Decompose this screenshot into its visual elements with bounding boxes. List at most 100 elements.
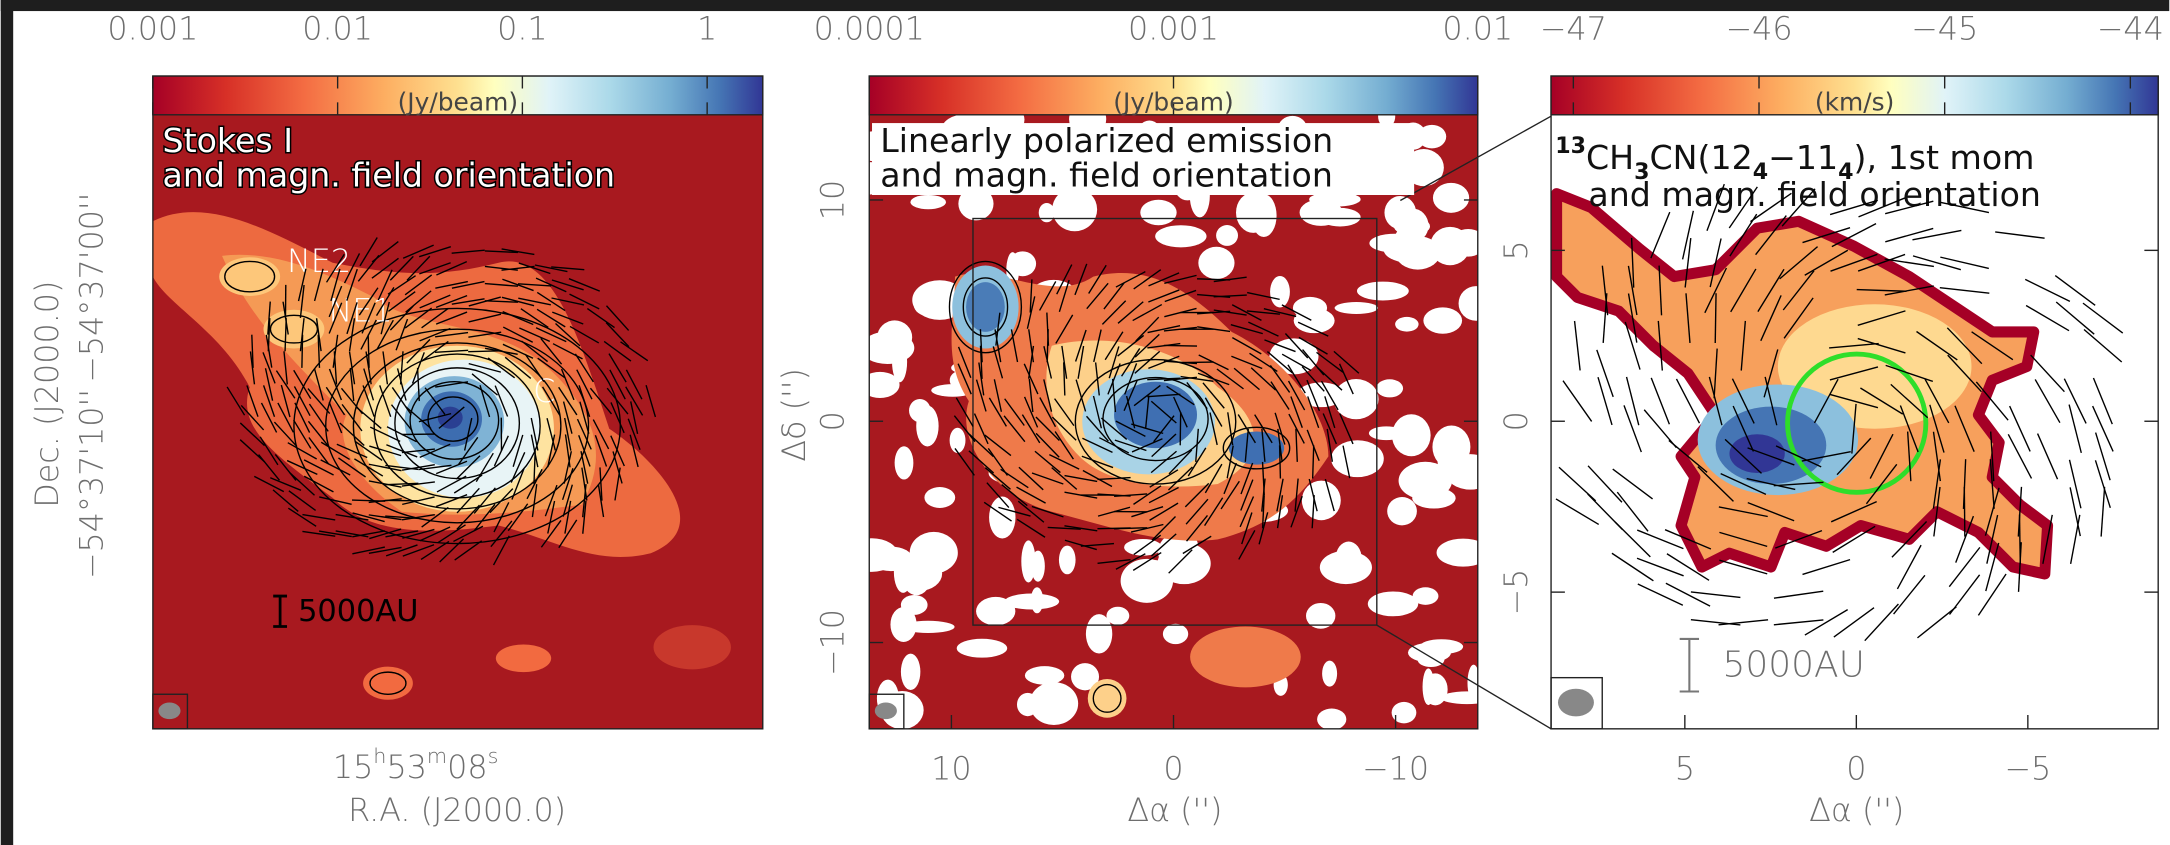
field-vector [1290,495,1303,528]
field-vector [534,264,568,273]
field-vector [1596,349,1614,398]
noise-patch [869,538,899,572]
field-vector [1270,381,1290,410]
field-vector [1001,484,1028,507]
field-vector [1153,415,1175,443]
field-vector [1184,482,1210,508]
field-vector [625,386,644,416]
colorbar-tick-label: 0.0001 [814,10,925,47]
field-vector [402,544,435,557]
field-vector [1301,366,1325,392]
field-vector [1597,376,1613,426]
field-vector [1322,413,1338,445]
field-vector [336,443,368,459]
noise-patch [1412,587,1439,605]
field-vector [359,237,378,267]
field-vector [303,459,334,476]
field-vector [487,357,516,379]
field-vector [387,291,416,312]
field-vector [479,384,491,418]
field-vector [348,318,356,352]
field-vector [1148,272,1180,287]
field-vector [1783,297,1814,339]
field-vector [1893,574,1926,615]
field-vector [953,415,976,443]
field-vector [1029,279,1033,313]
field-vector [1004,398,1025,426]
field-vector [258,454,281,481]
field-vector [629,434,639,468]
field-vector [275,370,296,399]
field-vector [1101,300,1127,325]
field-vector [524,353,545,382]
field-vector [1093,329,1102,363]
field-vector [1248,321,1279,337]
field-vector [1147,325,1181,334]
field-vector [1339,413,1354,445]
field-vector [435,381,469,388]
field-vector [368,514,402,521]
noise-patch [910,194,946,210]
field-vector [530,417,539,451]
noise-patch [1335,541,1362,576]
field-vector [1985,542,2000,592]
field-vector [320,441,350,461]
field-vector [957,363,972,395]
field-vector [1320,380,1339,411]
field-vector [1147,377,1181,381]
noise-patch [1306,602,1336,629]
field-vector [367,334,370,368]
field-vector [1198,354,1229,371]
field-vector [1704,267,1728,314]
field-vector [358,287,379,316]
field-vector [1117,334,1145,357]
field-vector [1720,473,1767,496]
vector-layer [226,183,2124,642]
field-vector [1047,526,1081,530]
field-vector [1058,279,1070,313]
field-vector [352,530,386,538]
field-vector [270,477,302,491]
field-vector [1836,437,1872,476]
field-vector [1802,558,1851,576]
field-vector [2017,542,2022,592]
field-vector [1168,449,1193,475]
field-vector [419,294,451,309]
field-vector [1831,223,1877,248]
field-vector [535,277,567,293]
field-vector [1650,211,1671,259]
vector-group [226,237,657,566]
field-vector [1884,285,1934,296]
field-vector [1186,514,1209,542]
field-vector [1108,346,1120,379]
colorbar-tick-label: 0.001 [107,10,198,47]
field-vector [2030,354,2065,393]
field-vector [262,352,276,384]
noise-patch [1412,487,1456,509]
field-vector [1197,372,1230,386]
field-vector [1601,265,1609,316]
noise-patch [1458,286,1478,321]
title-part: 4 [1838,159,1853,185]
field-vector [582,484,587,518]
field-vector [1709,238,1722,288]
field-vector [451,280,485,289]
field-vector [1724,438,1762,474]
y-tick-label: 10 [815,180,852,220]
field-vector [421,506,449,528]
field-vector [267,301,271,335]
field-vector [385,482,419,486]
field-vector [1719,531,1768,548]
field-vector [1124,363,1138,395]
field-vector [437,524,466,544]
field-vector [401,481,435,487]
field-vector [259,436,279,466]
field-vector [1132,552,1162,571]
field-vector [277,402,294,433]
field-vector [1018,466,1044,491]
field-vector [419,526,451,542]
noise-patch [1423,307,1463,334]
field-vector [1287,380,1306,411]
field-vector [1115,271,1146,288]
field-vector [1261,478,1266,512]
